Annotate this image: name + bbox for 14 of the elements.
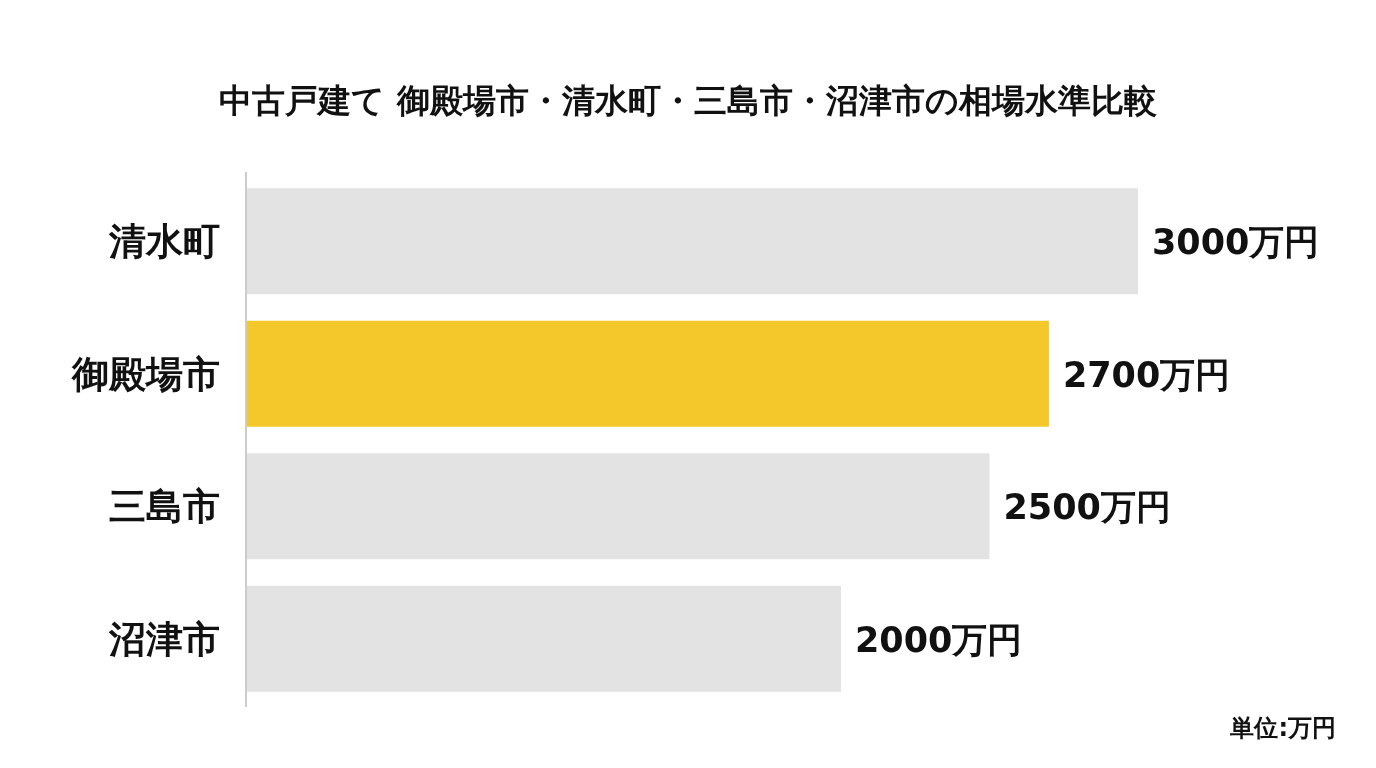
- bar: [247, 453, 990, 560]
- bar: [247, 188, 1138, 295]
- bar: [247, 585, 841, 692]
- y-tick-label: 三島市: [109, 485, 220, 529]
- y-tick-label: 沼津市: [108, 617, 220, 661]
- y-tick-label: 御殿場市: [71, 352, 220, 396]
- data-label: 2500万円: [1003, 487, 1171, 528]
- chart-title: 中古戸建て 御殿場市・清水町・三島市・沼津市の相場水準比較: [219, 81, 1157, 120]
- data-label: 2700万円: [1062, 354, 1231, 395]
- y-tick-label: 清水町: [108, 220, 220, 264]
- data-label: 2000万円: [855, 619, 1023, 660]
- bar: [247, 320, 1049, 427]
- data-label: 3000万円: [1152, 222, 1320, 263]
- text: 単位:万円: [1229, 714, 1336, 742]
